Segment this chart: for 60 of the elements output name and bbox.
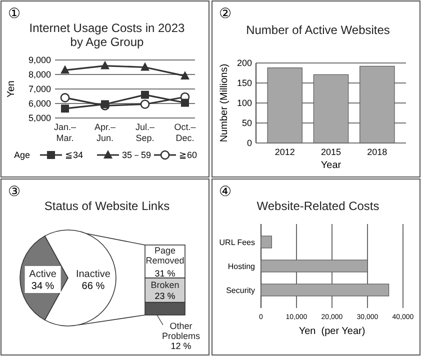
legend-label: Other Problems bbox=[162, 321, 201, 341]
legend-label: 35－59 bbox=[122, 150, 152, 160]
data-label: 12 % bbox=[170, 341, 192, 351]
y-tick-label: 150 bbox=[236, 78, 252, 88]
data-label: 34 % bbox=[31, 281, 54, 292]
series-label: Broken bbox=[150, 280, 180, 290]
text: ① bbox=[8, 5, 21, 21]
legend-label: ≧60 bbox=[179, 150, 198, 160]
x-tick-label: 2018 bbox=[367, 147, 388, 157]
chart-title: Status of Website Links bbox=[44, 199, 170, 213]
y-tick-label: URL Fees bbox=[219, 238, 255, 247]
point bbox=[60, 93, 70, 102]
x-axis-title: Year bbox=[320, 160, 342, 171]
y-tick-label: 100 bbox=[236, 98, 252, 108]
data-label: 66 % bbox=[82, 281, 105, 292]
x-tick-label: 2015 bbox=[320, 147, 342, 157]
x-tick-label: Oct.– Dec. bbox=[174, 122, 196, 143]
bar bbox=[260, 284, 390, 296]
y-tick-label: 200 bbox=[236, 58, 252, 68]
y-tick-label: 6,000 bbox=[28, 98, 51, 108]
y-tick-label: 8,000 bbox=[28, 70, 51, 80]
x-tick-label: Jan.– Mar. bbox=[54, 122, 76, 143]
point bbox=[61, 104, 69, 113]
y-tick-label: 9,000 bbox=[28, 55, 51, 65]
bar bbox=[267, 68, 302, 144]
slice-label: Active bbox=[29, 269, 57, 280]
y-axis-title: Number (Millions) bbox=[219, 64, 230, 142]
slice-label: Inactive bbox=[76, 269, 111, 280]
data-label: 23 % bbox=[154, 291, 176, 302]
chart-title: Website-Related Costs bbox=[256, 199, 380, 213]
text: ③ bbox=[8, 183, 21, 199]
data-label: 31 % bbox=[154, 268, 176, 278]
bar bbox=[360, 66, 395, 144]
bar bbox=[260, 260, 368, 272]
y-tick-label: 7,000 bbox=[28, 84, 51, 94]
point bbox=[140, 62, 150, 71]
bar bbox=[260, 236, 272, 248]
legend-label: ≦34 bbox=[65, 150, 84, 160]
point bbox=[140, 100, 150, 109]
point bbox=[141, 90, 149, 99]
point bbox=[60, 65, 70, 74]
bar bbox=[313, 74, 349, 144]
point bbox=[100, 60, 110, 70]
point bbox=[181, 98, 189, 107]
chart-title: Internet Usage Costs in 2023 by Age Group bbox=[29, 21, 186, 49]
text: ④ bbox=[219, 183, 232, 199]
y-axis-title: Yen bbox=[6, 80, 17, 98]
chart-title: Number of Active Websites bbox=[246, 23, 390, 37]
y-tick-label: Security bbox=[226, 286, 255, 295]
legend-title: Age bbox=[14, 150, 30, 160]
point bbox=[180, 70, 190, 80]
x-tick-label: Apr.– Jun. bbox=[94, 122, 116, 143]
x-tick-label: 2012 bbox=[274, 147, 295, 157]
y-tick-label: 50 bbox=[242, 118, 252, 128]
y-tick-label: Hosting bbox=[228, 262, 255, 271]
x-axis-title: Yen (per Year) bbox=[298, 326, 366, 337]
x-tick-label: Jul.– Sep. bbox=[135, 122, 155, 143]
text: ② bbox=[219, 5, 232, 21]
y-tick-label: 5,000 bbox=[28, 113, 51, 123]
series-label: Page Removed bbox=[146, 245, 184, 266]
